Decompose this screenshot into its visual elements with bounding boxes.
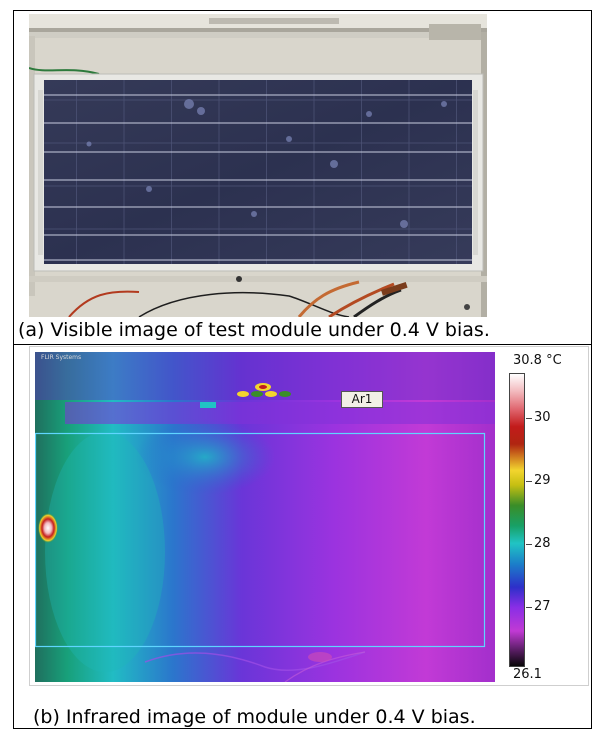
scale-tick-mark	[526, 607, 532, 608]
scale-min-label: 26.1	[513, 667, 542, 682]
panel-divider	[13, 344, 592, 345]
scale-tick-label: 29	[534, 473, 551, 488]
scale-tick-mark	[526, 481, 532, 482]
roi-label-ar1: Ar1	[341, 391, 383, 408]
infrared-panel: FLIR Systems Ar1 30.8 °C 30 29 28 27 26.…	[29, 346, 589, 686]
visible-module-photo	[29, 14, 487, 317]
camera-brand-label: FLIR Systems	[41, 354, 82, 361]
scale-tick-mark	[526, 544, 532, 545]
figure-frame	[13, 10, 592, 729]
scale-max-label: 30.8 °C	[513, 353, 562, 368]
scale-tick-label: 27	[534, 599, 551, 614]
scale-tick-label: 28	[534, 536, 551, 551]
temperature-colorbar	[509, 373, 525, 667]
infrared-module-image: FLIR Systems Ar1	[35, 352, 495, 682]
caption-infrared-image: (b) Infrared image of module under 0.4 V…	[33, 706, 476, 728]
scale-tick-label: 30	[534, 410, 551, 425]
scale-tick-mark	[526, 418, 532, 419]
caption-visible-image: (a) Visible image of test module under 0…	[18, 319, 490, 341]
